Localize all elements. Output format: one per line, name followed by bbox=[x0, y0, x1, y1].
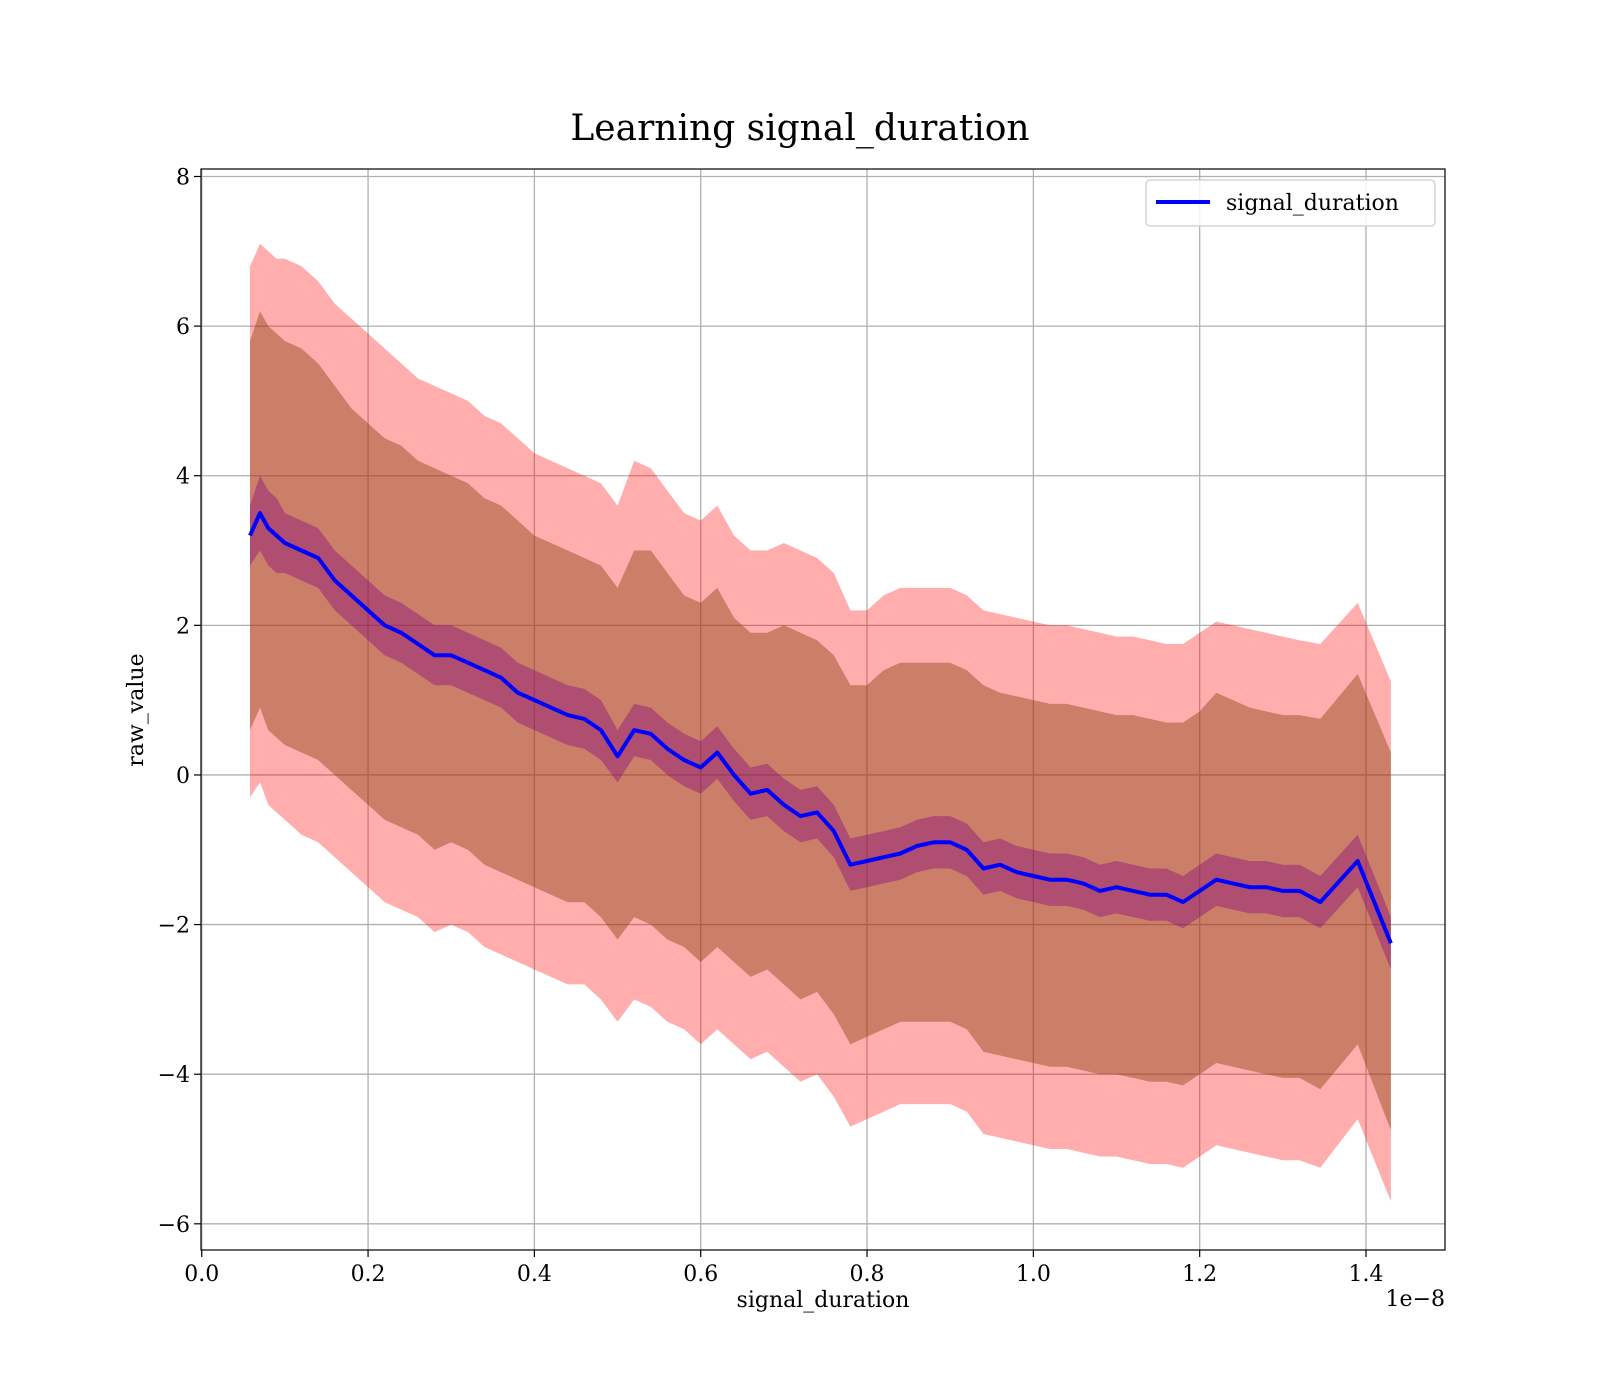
y-tick-label: 4 bbox=[176, 465, 190, 490]
y-tick-label: 2 bbox=[176, 614, 190, 639]
x-tick-label: 0.4 bbox=[517, 1262, 552, 1287]
x-tick-label: 0.8 bbox=[850, 1262, 885, 1287]
plot-background bbox=[201, 169, 1445, 1250]
series-line-signal-duration bbox=[248, 511, 1393, 945]
bands bbox=[250, 243, 1391, 1202]
plot-frame bbox=[200, 168, 1446, 1251]
y-tick-label: 8 bbox=[176, 165, 190, 190]
y-tick-label: 0 bbox=[176, 764, 190, 789]
plot-area bbox=[200, 168, 1446, 1251]
x-tick-label: 0.0 bbox=[184, 1262, 219, 1287]
x-axis-offset-text: 1e−8 bbox=[1386, 1287, 1445, 1312]
chart-title: Learning signal_duration bbox=[570, 108, 1029, 149]
x-tick-label: 0.6 bbox=[683, 1262, 718, 1287]
y-tick-label: −6 bbox=[158, 1213, 190, 1238]
y-axis-ticks: −6 −4 −2 0 2 4 6 8 bbox=[158, 165, 201, 1238]
y-tick-label: 6 bbox=[176, 315, 190, 340]
legend[interactable]: signal_duration bbox=[1145, 179, 1436, 227]
grid bbox=[201, 169, 1445, 1250]
y-tick-label: −2 bbox=[158, 914, 190, 939]
y-tick-label: −4 bbox=[158, 1063, 190, 1088]
x-tick-label: 1.0 bbox=[1016, 1262, 1051, 1287]
x-tick-label: 1.2 bbox=[1182, 1262, 1217, 1287]
legend-label: signal_duration bbox=[1226, 191, 1399, 216]
y-axis-label: raw_value bbox=[124, 653, 149, 766]
outer-confidence-band bbox=[250, 243, 1391, 1202]
x-tick-label: 0.2 bbox=[351, 1262, 386, 1287]
x-axis-ticks: 0.0 0.2 0.4 0.6 0.8 1.0 1.2 1.4 bbox=[184, 1250, 1383, 1287]
x-tick-label: 1.4 bbox=[1348, 1262, 1383, 1287]
middle-confidence-band bbox=[250, 311, 1391, 1131]
lines bbox=[248, 511, 1393, 945]
x-axis-label: signal_duration bbox=[737, 1288, 910, 1313]
legend-box bbox=[1145, 179, 1436, 227]
